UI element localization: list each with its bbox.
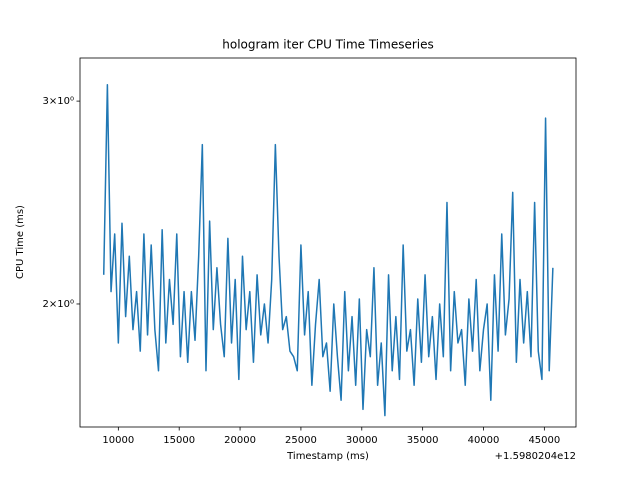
x-tick-label: 30000 xyxy=(346,435,378,446)
x-tick-label: 25000 xyxy=(285,435,317,446)
x-tick-label: 40000 xyxy=(468,435,500,446)
x-offset-label: +1.5980204e12 xyxy=(495,451,576,462)
y-tick-label: 2×10⁰ xyxy=(43,299,74,310)
data-line xyxy=(102,83,554,417)
y-tick-label: 3×10⁰ xyxy=(43,96,74,107)
x-tick-label: 15000 xyxy=(163,435,195,446)
x-tick-label: 35000 xyxy=(407,435,439,446)
x-axis-label: Timestamp (ms) xyxy=(286,451,369,462)
x-tick-label: 20000 xyxy=(224,435,256,446)
x-tick-label: 10000 xyxy=(102,435,134,446)
y-axis-label: CPU Time (ms) xyxy=(15,205,26,279)
x-tick-label: 45000 xyxy=(528,435,560,446)
chart-title: hologram iter CPU Time Timeseries xyxy=(222,38,434,52)
plot-frame xyxy=(79,57,577,428)
